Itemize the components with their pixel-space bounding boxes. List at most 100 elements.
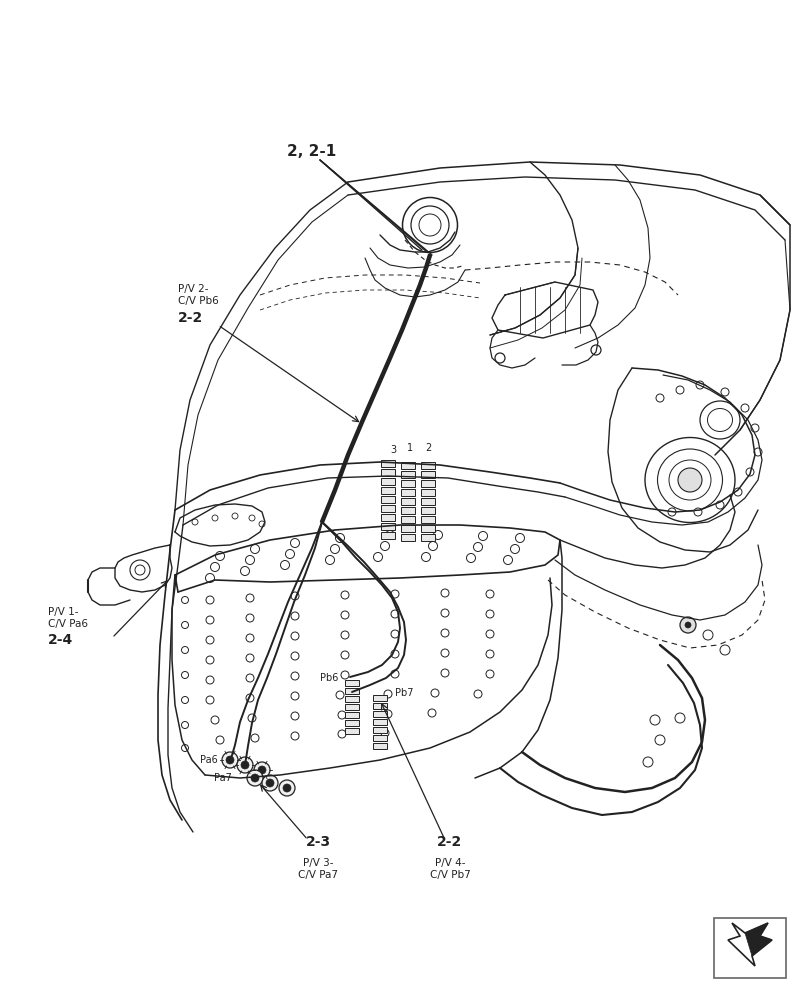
- Circle shape: [696, 381, 704, 389]
- Bar: [381, 532, 395, 539]
- Circle shape: [381, 542, 389, 550]
- Bar: [401, 471, 415, 478]
- Bar: [373, 719, 387, 725]
- Circle shape: [694, 508, 702, 516]
- Circle shape: [291, 712, 299, 720]
- Bar: [345, 704, 359, 710]
- Circle shape: [246, 556, 255, 564]
- Circle shape: [422, 552, 431, 562]
- Circle shape: [655, 735, 665, 745]
- Circle shape: [341, 591, 349, 599]
- Circle shape: [486, 610, 494, 618]
- Circle shape: [734, 488, 742, 496]
- Circle shape: [703, 630, 713, 640]
- Bar: [381, 460, 395, 467]
- Text: Pa6: Pa6: [200, 755, 218, 765]
- Bar: [401, 507, 415, 514]
- Circle shape: [391, 670, 399, 678]
- Bar: [421, 480, 435, 487]
- Bar: [381, 496, 395, 503]
- Polygon shape: [745, 923, 772, 956]
- Circle shape: [291, 672, 299, 680]
- Circle shape: [685, 622, 691, 628]
- Circle shape: [182, 744, 188, 752]
- Text: P/V 2-
C/V Pb6: P/V 2- C/V Pb6: [178, 284, 219, 306]
- Circle shape: [246, 654, 254, 662]
- Circle shape: [746, 468, 754, 476]
- Circle shape: [326, 556, 335, 564]
- Text: 3: 3: [390, 445, 396, 455]
- Bar: [421, 534, 435, 541]
- Bar: [381, 523, 395, 530]
- Bar: [401, 462, 415, 469]
- Circle shape: [206, 596, 214, 604]
- Circle shape: [216, 736, 224, 744]
- Circle shape: [211, 716, 219, 724]
- Circle shape: [258, 766, 266, 774]
- Circle shape: [249, 515, 255, 521]
- Circle shape: [182, 696, 188, 704]
- Circle shape: [720, 645, 730, 655]
- Bar: [401, 534, 415, 541]
- Circle shape: [241, 566, 250, 576]
- Bar: [381, 478, 395, 485]
- Circle shape: [291, 632, 299, 640]
- Text: 2-4: 2-4: [48, 633, 74, 647]
- Circle shape: [192, 519, 198, 525]
- Circle shape: [283, 784, 291, 792]
- Circle shape: [754, 448, 762, 456]
- Circle shape: [381, 729, 389, 737]
- Circle shape: [680, 617, 696, 633]
- Circle shape: [206, 676, 214, 684]
- Circle shape: [291, 538, 300, 548]
- Bar: [421, 507, 435, 514]
- Bar: [401, 489, 415, 496]
- Circle shape: [182, 722, 188, 728]
- Bar: [381, 514, 395, 521]
- Circle shape: [182, 647, 188, 654]
- Circle shape: [266, 779, 274, 787]
- Text: Pa7: Pa7: [214, 773, 232, 783]
- Circle shape: [511, 544, 520, 554]
- Circle shape: [182, 596, 188, 603]
- Text: P/V 1-
C/V Pa6: P/V 1- C/V Pa6: [48, 607, 88, 629]
- Text: P/V 4-
C/V Pb7: P/V 4- C/V Pb7: [430, 858, 470, 880]
- Circle shape: [751, 424, 759, 432]
- Circle shape: [391, 630, 399, 638]
- Circle shape: [279, 780, 295, 796]
- Circle shape: [643, 757, 653, 767]
- Circle shape: [246, 694, 254, 702]
- Bar: [345, 696, 359, 702]
- Circle shape: [341, 611, 349, 619]
- Bar: [373, 695, 387, 701]
- Circle shape: [431, 689, 439, 697]
- Circle shape: [676, 386, 684, 394]
- Circle shape: [206, 696, 214, 704]
- Bar: [401, 480, 415, 487]
- Circle shape: [384, 690, 392, 698]
- Text: 1: 1: [407, 443, 413, 453]
- Circle shape: [246, 594, 254, 602]
- Circle shape: [341, 631, 349, 639]
- Circle shape: [474, 690, 482, 698]
- Circle shape: [291, 612, 299, 620]
- Circle shape: [241, 761, 249, 769]
- Polygon shape: [728, 923, 772, 966]
- Bar: [714, 918, 786, 978]
- Circle shape: [291, 692, 299, 700]
- Circle shape: [246, 614, 254, 622]
- Circle shape: [428, 542, 437, 550]
- Circle shape: [250, 544, 259, 554]
- Text: Pb7: Pb7: [395, 688, 414, 698]
- Bar: [373, 743, 387, 749]
- Circle shape: [391, 590, 399, 598]
- Circle shape: [291, 592, 299, 600]
- Circle shape: [247, 770, 263, 786]
- Circle shape: [211, 562, 220, 572]
- Circle shape: [205, 574, 214, 582]
- Bar: [345, 728, 359, 734]
- Circle shape: [668, 508, 676, 516]
- Bar: [373, 735, 387, 741]
- Circle shape: [441, 649, 449, 657]
- Bar: [345, 688, 359, 694]
